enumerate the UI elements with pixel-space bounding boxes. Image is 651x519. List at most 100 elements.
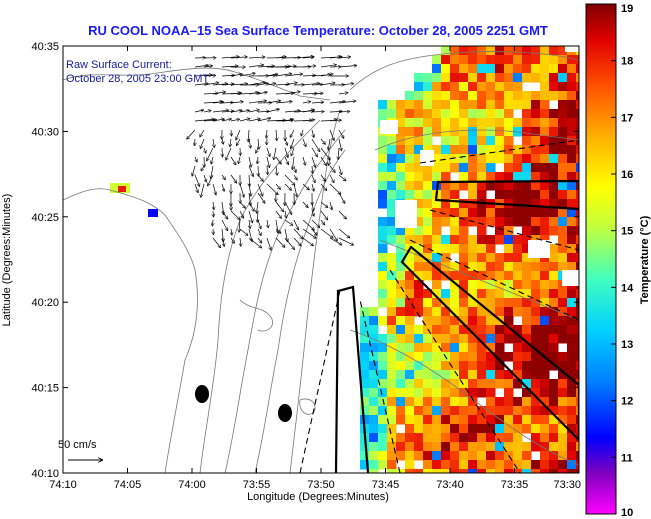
sst-cell [405,271,415,281]
sst-cell [558,208,568,218]
sst-cell [477,145,487,155]
sst-cell [513,199,523,209]
sst-cell [531,262,541,272]
sst-cell [576,451,579,461]
x-tick-label-0: 74:10 [49,479,77,491]
sst-cell [549,217,559,227]
sst-cell [576,118,579,128]
sst-cell [369,379,379,389]
sst-cell [558,55,568,65]
x-tick-label-6: 73:40 [436,479,464,491]
sst-cell [504,433,514,443]
sst-cell [441,64,451,74]
sst-cell [441,379,451,389]
sst-cell [477,424,487,434]
sst-cell [387,280,397,290]
sst-cell [486,82,496,92]
sst-cell [486,388,496,398]
sst-cell [540,361,550,371]
current-vector [320,201,328,207]
sst-cell [522,181,532,191]
sst-cell [567,199,577,209]
sst-cell [414,217,424,227]
sst-cell [549,118,559,128]
current-vector [221,219,228,230]
current-vector [212,84,228,85]
sst-cell [558,46,568,56]
sst-cell [432,82,442,92]
current-vector [194,84,208,85]
sst-cell [450,235,460,245]
sst-cell [459,361,469,371]
current-vector [284,111,300,112]
sst-cell [531,64,541,74]
colorbar-tick-label-1: 18 [621,56,633,68]
sst-cell [567,190,577,200]
channel-outline-2 [400,245,579,442]
sst-cell [468,163,478,173]
sst-cell [432,298,442,308]
sst-cell [468,352,478,362]
sst-cell [459,82,469,92]
sst-cell [522,199,532,209]
sst-cell [540,370,550,380]
current-vector [266,101,280,104]
sst-cell [441,199,451,209]
sst-cell [414,334,424,344]
current-vector [203,111,211,112]
sst-cell [459,280,469,290]
sst-cell [369,352,379,362]
current-vector [257,201,258,213]
current-vector [338,174,346,181]
sst-cell [522,289,532,299]
sst-cell [423,370,433,380]
sst-cell [513,235,523,245]
sst-cell [468,55,478,65]
sst-cell [486,91,496,101]
current-vector [230,84,247,85]
current-vector [284,174,295,185]
sst-cell [459,397,469,407]
sst-cell [468,433,478,443]
sst-cell [450,46,460,56]
sst-cell [468,325,478,335]
cloud-gap-0 [395,200,417,228]
sst-cell [387,163,397,173]
sst-cell [522,163,532,173]
sst-cell [558,118,568,128]
sst-cell [558,469,568,473]
sst-cell [576,307,579,317]
sst-cell [522,406,532,416]
current-vector [248,183,251,196]
sst-cell [360,388,370,398]
sst-cell [504,325,514,335]
sst-cell [459,109,469,119]
sst-cell [522,226,532,236]
sst-cell [468,208,478,218]
sst-cell [468,397,478,407]
sst-cell [522,397,532,407]
sst-cell [450,307,460,317]
sst-cell [531,343,541,353]
sst-cell [486,379,496,389]
sst-cell [495,100,505,110]
sst-cell [360,307,370,317]
sst-cell [486,280,496,290]
sst-cell [495,415,505,425]
sst-cell [486,181,496,191]
sst-cell [387,100,397,110]
sst-cell [459,199,469,209]
sst-cell [432,379,442,389]
sst-cell [495,73,505,83]
sst-cell [513,379,523,389]
sst-cell [369,469,379,473]
sst-cell [441,460,451,470]
sst-cell [378,172,388,182]
sst-cell [423,109,433,119]
sst-cell [378,406,388,416]
sst-cell [531,379,541,389]
sst-cell [396,190,406,200]
sst-cell [414,235,424,245]
sst-cell [387,289,397,299]
sst-cell [486,253,496,263]
